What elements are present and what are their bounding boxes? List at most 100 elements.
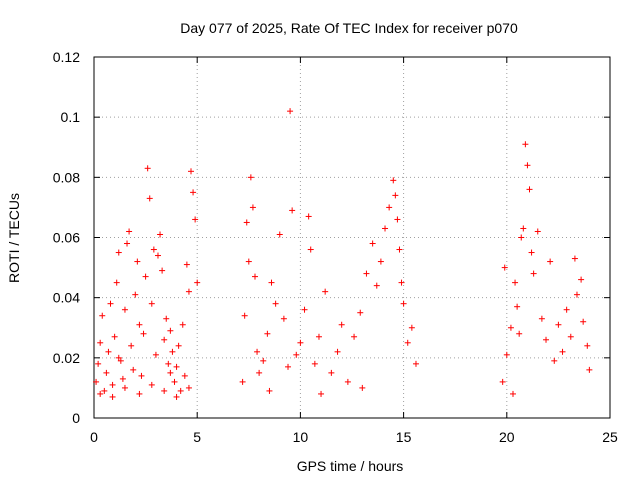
y-axis-label: ROTI / TECUs bbox=[6, 193, 22, 283]
data-point bbox=[130, 366, 137, 373]
data-point bbox=[499, 378, 506, 385]
data-point bbox=[301, 306, 308, 313]
data-point bbox=[192, 216, 199, 223]
data-point bbox=[297, 339, 304, 346]
data-point bbox=[318, 390, 325, 397]
data-point bbox=[551, 357, 558, 364]
data-point bbox=[239, 378, 246, 385]
data-point bbox=[142, 273, 149, 280]
data-point bbox=[512, 279, 519, 286]
x-tick-label: 5 bbox=[193, 429, 201, 445]
data-point bbox=[247, 174, 254, 181]
x-tick-label: 0 bbox=[90, 429, 98, 445]
data-point bbox=[194, 279, 201, 286]
data-point bbox=[169, 348, 176, 355]
data-point bbox=[398, 279, 405, 286]
data-point bbox=[107, 300, 114, 307]
data-point bbox=[183, 261, 190, 268]
data-point bbox=[563, 306, 570, 313]
data-point bbox=[138, 372, 145, 379]
data-point bbox=[109, 381, 116, 388]
data-point bbox=[359, 384, 366, 391]
data-points bbox=[93, 108, 593, 400]
x-tick-label: 10 bbox=[293, 429, 309, 445]
data-point bbox=[573, 291, 580, 298]
ticks: 0 5 10 15 20 25 0 0.02 0.04 0.06 0.08 0.1 0.12 bbox=[53, 49, 618, 445]
data-point bbox=[547, 258, 554, 265]
data-point bbox=[311, 360, 318, 367]
data-point bbox=[578, 276, 585, 283]
data-point bbox=[307, 246, 314, 253]
data-point bbox=[163, 315, 170, 322]
data-point bbox=[93, 378, 100, 385]
y-tick-label: 0.06 bbox=[53, 230, 80, 246]
data-point bbox=[386, 204, 393, 211]
data-point bbox=[150, 246, 157, 253]
data-point bbox=[188, 168, 195, 175]
data-point bbox=[344, 378, 351, 385]
data-point bbox=[559, 348, 566, 355]
data-point bbox=[161, 387, 168, 394]
data-point bbox=[185, 288, 192, 295]
data-point bbox=[124, 240, 131, 247]
data-point bbox=[328, 369, 335, 376]
data-point bbox=[522, 141, 529, 148]
data-point bbox=[103, 369, 110, 376]
data-point bbox=[394, 216, 401, 223]
data-point bbox=[148, 381, 155, 388]
data-point bbox=[101, 387, 108, 394]
data-point bbox=[165, 360, 172, 367]
data-point bbox=[543, 336, 550, 343]
plot-frame bbox=[93, 56, 611, 419]
grid bbox=[94, 57, 610, 418]
data-point bbox=[181, 372, 188, 379]
data-point bbox=[351, 333, 358, 340]
data-point bbox=[260, 357, 267, 364]
data-point bbox=[404, 339, 411, 346]
data-point bbox=[146, 195, 153, 202]
data-point bbox=[119, 375, 126, 382]
data-point bbox=[538, 315, 545, 322]
data-point bbox=[97, 339, 104, 346]
data-point bbox=[526, 186, 533, 193]
data-point bbox=[99, 312, 106, 319]
data-point bbox=[167, 327, 174, 334]
data-point bbox=[95, 360, 102, 367]
data-point bbox=[571, 255, 578, 262]
data-point bbox=[280, 315, 287, 322]
data-point bbox=[109, 393, 116, 400]
data-point bbox=[530, 270, 537, 277]
data-point bbox=[111, 333, 118, 340]
x-tick-label: 15 bbox=[396, 429, 412, 445]
data-point bbox=[392, 192, 399, 199]
data-point bbox=[534, 228, 541, 235]
y-tick-label: 0.1 bbox=[61, 109, 81, 125]
data-point bbox=[148, 300, 155, 307]
data-point bbox=[126, 228, 133, 235]
data-point bbox=[287, 108, 294, 115]
data-point bbox=[390, 177, 397, 184]
y-tick-label: 0.08 bbox=[53, 169, 80, 185]
data-point bbox=[315, 333, 322, 340]
data-point bbox=[285, 363, 292, 370]
data-point bbox=[115, 249, 122, 256]
data-point bbox=[373, 282, 380, 289]
data-point bbox=[338, 321, 345, 328]
data-point bbox=[363, 270, 370, 277]
data-point bbox=[245, 258, 252, 265]
data-point bbox=[175, 342, 182, 349]
data-point bbox=[369, 240, 376, 247]
data-point bbox=[136, 390, 143, 397]
data-point bbox=[514, 303, 521, 310]
data-point bbox=[586, 366, 593, 373]
data-point bbox=[173, 363, 180, 370]
data-point bbox=[185, 384, 192, 391]
y-tick-label: 0.04 bbox=[53, 290, 80, 306]
data-point bbox=[584, 342, 591, 349]
y-tick-label: 0.02 bbox=[53, 350, 80, 366]
data-point bbox=[152, 351, 159, 358]
data-point bbox=[293, 351, 300, 358]
data-point bbox=[254, 348, 261, 355]
data-point bbox=[334, 348, 341, 355]
